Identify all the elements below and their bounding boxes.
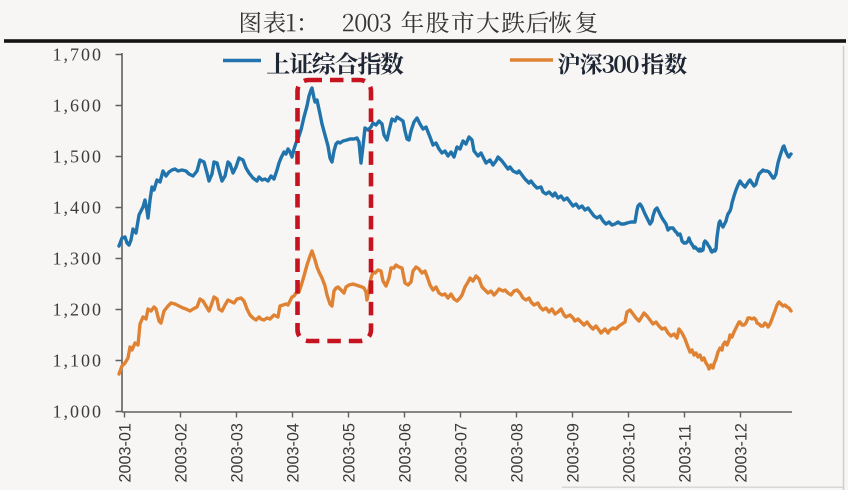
- svg-text:2003-09: 2003-09: [565, 423, 583, 482]
- svg-text:2003-05: 2003-05: [341, 423, 359, 482]
- svg-text:1,500: 1,500: [53, 146, 104, 166]
- svg-text:2003-11: 2003-11: [677, 424, 695, 482]
- svg-text:1,000: 1,000: [53, 401, 104, 421]
- svg-text:1,600: 1,600: [53, 95, 104, 115]
- svg-text:2003-10: 2003-10: [621, 423, 639, 482]
- svg-text:1,200: 1,200: [53, 299, 104, 319]
- svg-text:2003-02: 2003-02: [173, 423, 191, 482]
- svg-text:1,100: 1,100: [53, 350, 104, 370]
- svg-text:1,300: 1,300: [53, 248, 104, 268]
- svg-text:2003-06: 2003-06: [397, 423, 415, 482]
- svg-text:1,700: 1,700: [53, 44, 104, 64]
- svg-text:1,400: 1,400: [53, 197, 104, 217]
- svg-text:2003-03: 2003-03: [229, 423, 247, 482]
- svg-text:2003-07: 2003-07: [453, 423, 471, 482]
- svg-text:2003-04: 2003-04: [285, 423, 303, 482]
- svg-text:2003-01: 2003-01: [117, 423, 135, 482]
- svg-text:2003-12: 2003-12: [733, 423, 751, 482]
- svg-text:2003-08: 2003-08: [509, 423, 527, 482]
